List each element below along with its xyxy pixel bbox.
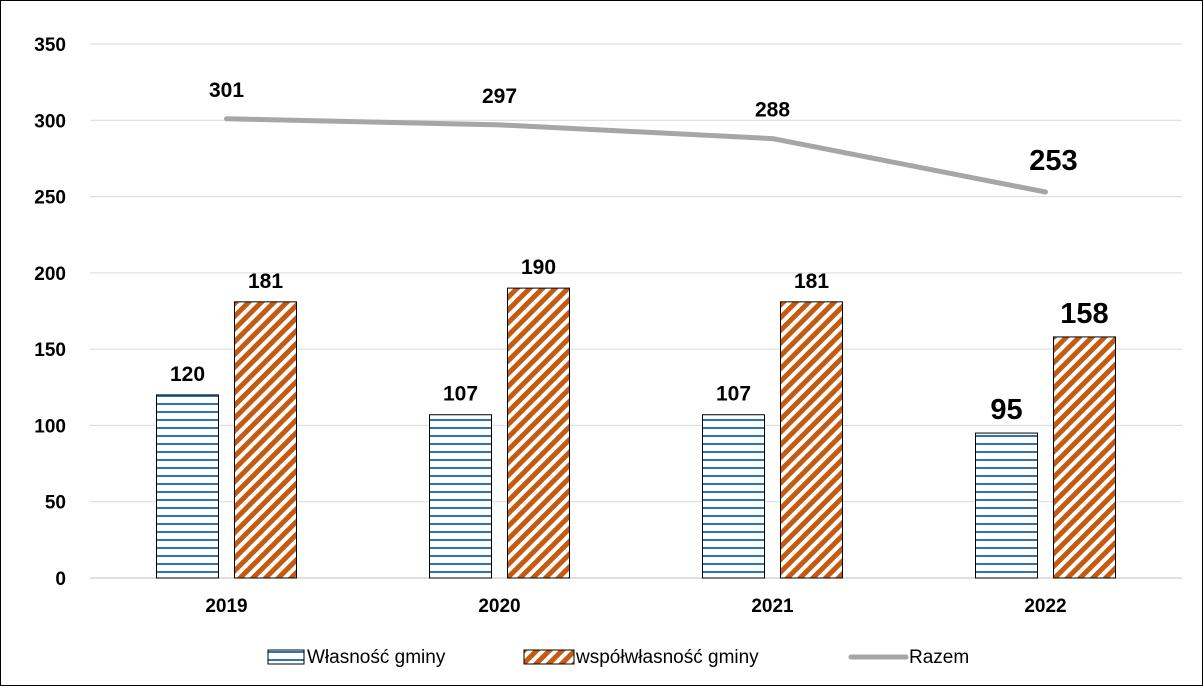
bar-wspolwlasnosc	[507, 287, 570, 579]
bar-wspolwlasnosc	[780, 301, 843, 579]
data-label-wspolwlasnosc: 181	[248, 270, 283, 293]
legend-swatch-wspolwlasnosc	[523, 649, 575, 665]
data-label-wlasnosc: 95	[990, 394, 1022, 426]
data-label-razem: 253	[1029, 145, 1077, 177]
y-tick-label: 250	[34, 188, 66, 209]
y-tick-label: 150	[34, 340, 66, 361]
bar-wlasnosc	[156, 394, 219, 579]
bar-wlasnosc	[975, 432, 1038, 579]
y-tick-label: 300	[34, 111, 66, 132]
legend-label-razem: Razem	[909, 647, 969, 668]
data-label-wlasnosc: 107	[716, 383, 751, 406]
legend-swatch-wlasnosc	[267, 649, 305, 665]
y-tick-label: 0	[55, 569, 66, 590]
x-tick-label: 2020	[478, 596, 520, 617]
y-tick-label: 350	[34, 35, 66, 56]
x-axis-ticks: 2019 2020 2021 2022	[205, 596, 1066, 617]
data-label-wlasnosc: 107	[443, 383, 478, 406]
data-label-wspolwlasnosc: 181	[794, 270, 829, 293]
y-axis-ticks: 0 50 100 150 200 250 300 350	[34, 35, 66, 590]
y-tick-label: 50	[45, 493, 66, 514]
total-line	[224, 116, 1048, 195]
data-label-wspolwlasnosc: 190	[521, 256, 556, 279]
data-label-razem: 301	[209, 79, 244, 102]
data-label-razem: 297	[482, 85, 517, 108]
legend: Własność gminy współwłasność gminy Razem	[267, 647, 969, 668]
x-tick-label: 2021	[751, 596, 794, 617]
y-tick-label: 200	[34, 264, 66, 285]
bar-wlasnosc	[429, 414, 492, 579]
y-tick-label: 100	[34, 416, 66, 437]
bars	[156, 287, 1116, 579]
data-label-razem: 288	[755, 99, 790, 122]
bar-wlasnosc	[702, 414, 765, 579]
x-tick-label: 2019	[205, 596, 247, 617]
legend-label-wlasnosc: Własność gminy	[307, 647, 446, 668]
data-label-wlasnosc: 120	[170, 363, 205, 386]
data-label-wspolwlasnosc: 158	[1060, 298, 1108, 330]
x-tick-label: 2022	[1024, 596, 1066, 617]
data-labels: 120 181 301 107 190 297 107 181 288 95 158 253	[170, 79, 1109, 426]
bar-wspolwlasnosc	[1053, 336, 1116, 579]
line-razem	[224, 116, 1048, 195]
legend-label-wspolwlasnosc: współwłasność gminy	[575, 647, 759, 668]
bar-wspolwlasnosc	[234, 301, 297, 579]
